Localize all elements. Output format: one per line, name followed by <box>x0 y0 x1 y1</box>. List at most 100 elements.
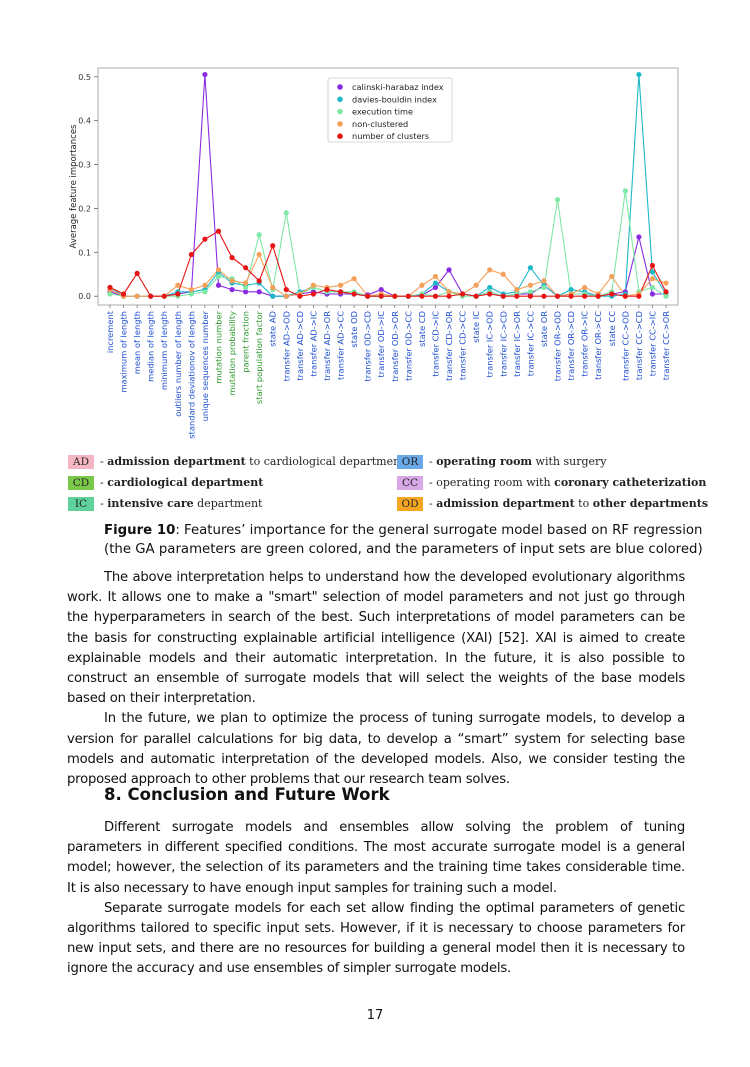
data-point <box>419 293 425 299</box>
x-tick-label: transfer CC->IC <box>647 311 657 376</box>
data-point <box>446 293 452 299</box>
legend-marker <box>337 121 343 127</box>
x-tick-label: mutation number <box>213 310 223 383</box>
chart-legend <box>327 77 453 143</box>
x-tick-label: state IC <box>471 311 481 343</box>
data-point <box>595 293 601 299</box>
paragraph: Different surrogate models and ensembles… <box>67 820 685 896</box>
data-point <box>487 291 493 297</box>
data-point <box>609 291 615 297</box>
data-point <box>636 293 642 299</box>
data-point <box>107 284 113 291</box>
data-point <box>582 284 588 291</box>
data-point <box>649 276 656 282</box>
x-tick-label: increment <box>105 310 115 353</box>
data-point <box>202 282 208 288</box>
data-point <box>582 293 588 299</box>
data-point <box>229 278 235 284</box>
x-tick-label: state CC <box>607 311 617 346</box>
x-tick-label: transfer OD->IC <box>376 311 386 378</box>
data-point <box>243 265 249 271</box>
x-tick-label: transfer CD->CC <box>458 311 468 380</box>
data-point <box>202 236 208 242</box>
body-text-top: The above interpretation helps to unders… <box>67 568 685 790</box>
x-tick-label: transfer OR->CD <box>566 311 576 381</box>
data-point <box>324 287 330 293</box>
data-point <box>378 293 384 299</box>
x-tick-label: transfer OD->OR <box>390 311 400 382</box>
abbr-cc: CC - operating room with coronary cathete… <box>397 476 706 490</box>
data-point <box>649 291 656 297</box>
data-point <box>419 282 425 288</box>
abbr-tag: CC <box>397 476 423 490</box>
data-point <box>500 271 506 277</box>
y-axis-label: Average feature importances <box>69 124 79 249</box>
data-point <box>649 269 656 275</box>
x-tick-label: state OR <box>539 311 549 347</box>
data-point <box>663 293 669 299</box>
data-point <box>459 291 466 297</box>
data-point <box>568 293 574 299</box>
x-tick-label: transfer OR->OD <box>553 311 563 381</box>
x-tick-label: transfer AD->OR <box>322 311 332 381</box>
x-tick-label: parent fraction <box>241 311 251 373</box>
data-point <box>554 293 561 299</box>
paragraph: Separate surrogate models for each set a… <box>67 900 685 977</box>
data-point <box>283 293 289 299</box>
data-point <box>175 291 181 297</box>
x-tick-label: standard deviationov of length <box>186 311 196 439</box>
data-point <box>202 289 208 295</box>
x-tick-label: median of length <box>146 311 156 382</box>
data-point <box>527 265 533 271</box>
data-point <box>514 287 520 293</box>
data-point <box>215 228 222 234</box>
data-point <box>663 289 669 295</box>
legend-marker <box>337 96 343 103</box>
data-point <box>256 289 262 295</box>
data-point <box>120 291 127 297</box>
data-point <box>649 262 656 269</box>
data-point <box>487 284 493 291</box>
data-point <box>337 289 344 295</box>
y-tick-label: 0.0 <box>78 292 91 301</box>
data-point <box>243 289 249 295</box>
data-point <box>432 273 439 280</box>
data-point <box>527 289 533 295</box>
legend-marker <box>337 108 343 115</box>
data-point <box>148 293 154 299</box>
data-point <box>270 243 276 249</box>
abbr-od: OD - admission department to other depart… <box>397 497 708 511</box>
x-tick-label: unique sequences number <box>200 310 210 421</box>
legend-label: davies-bouldin index <box>352 94 437 104</box>
x-tick-label: transfer CC->CD <box>634 311 644 380</box>
x-tick-label: transfer CC->OD <box>620 311 630 381</box>
x-tick-label: state OD <box>349 311 359 348</box>
data-point <box>568 287 574 293</box>
data-point <box>636 71 642 78</box>
abbr-ad: AD - admission department to cardiologica… <box>68 455 410 469</box>
data-point <box>514 293 520 299</box>
x-tick-label: state CD <box>417 311 427 347</box>
legend-marker <box>337 84 343 90</box>
data-point <box>188 287 194 293</box>
x-tick-label: transfer CD->OR <box>444 311 454 381</box>
abbr-tag: CD <box>68 476 94 490</box>
x-tick-label: start population factor <box>254 310 264 404</box>
x-tick-label: mean of length <box>132 311 142 374</box>
x-tick-label: transfer IC->OD <box>485 311 495 378</box>
data-point <box>554 197 561 203</box>
data-point <box>215 282 222 288</box>
data-point <box>541 284 547 291</box>
data-point <box>636 234 642 240</box>
data-point <box>527 282 533 288</box>
data-point <box>432 284 439 291</box>
x-tick-label: transfer CC->OR <box>661 311 671 380</box>
abbr-tag: IC <box>68 497 94 511</box>
x-tick-label: transfer OD->CC <box>403 311 413 381</box>
data-point <box>500 293 506 299</box>
data-point <box>432 280 439 286</box>
x-tick-label: transfer IC->CC <box>525 311 535 376</box>
x-tick-label: mutation probability <box>227 311 237 396</box>
x-tick-label: outliers number of length <box>173 311 183 417</box>
data-point <box>446 267 452 273</box>
